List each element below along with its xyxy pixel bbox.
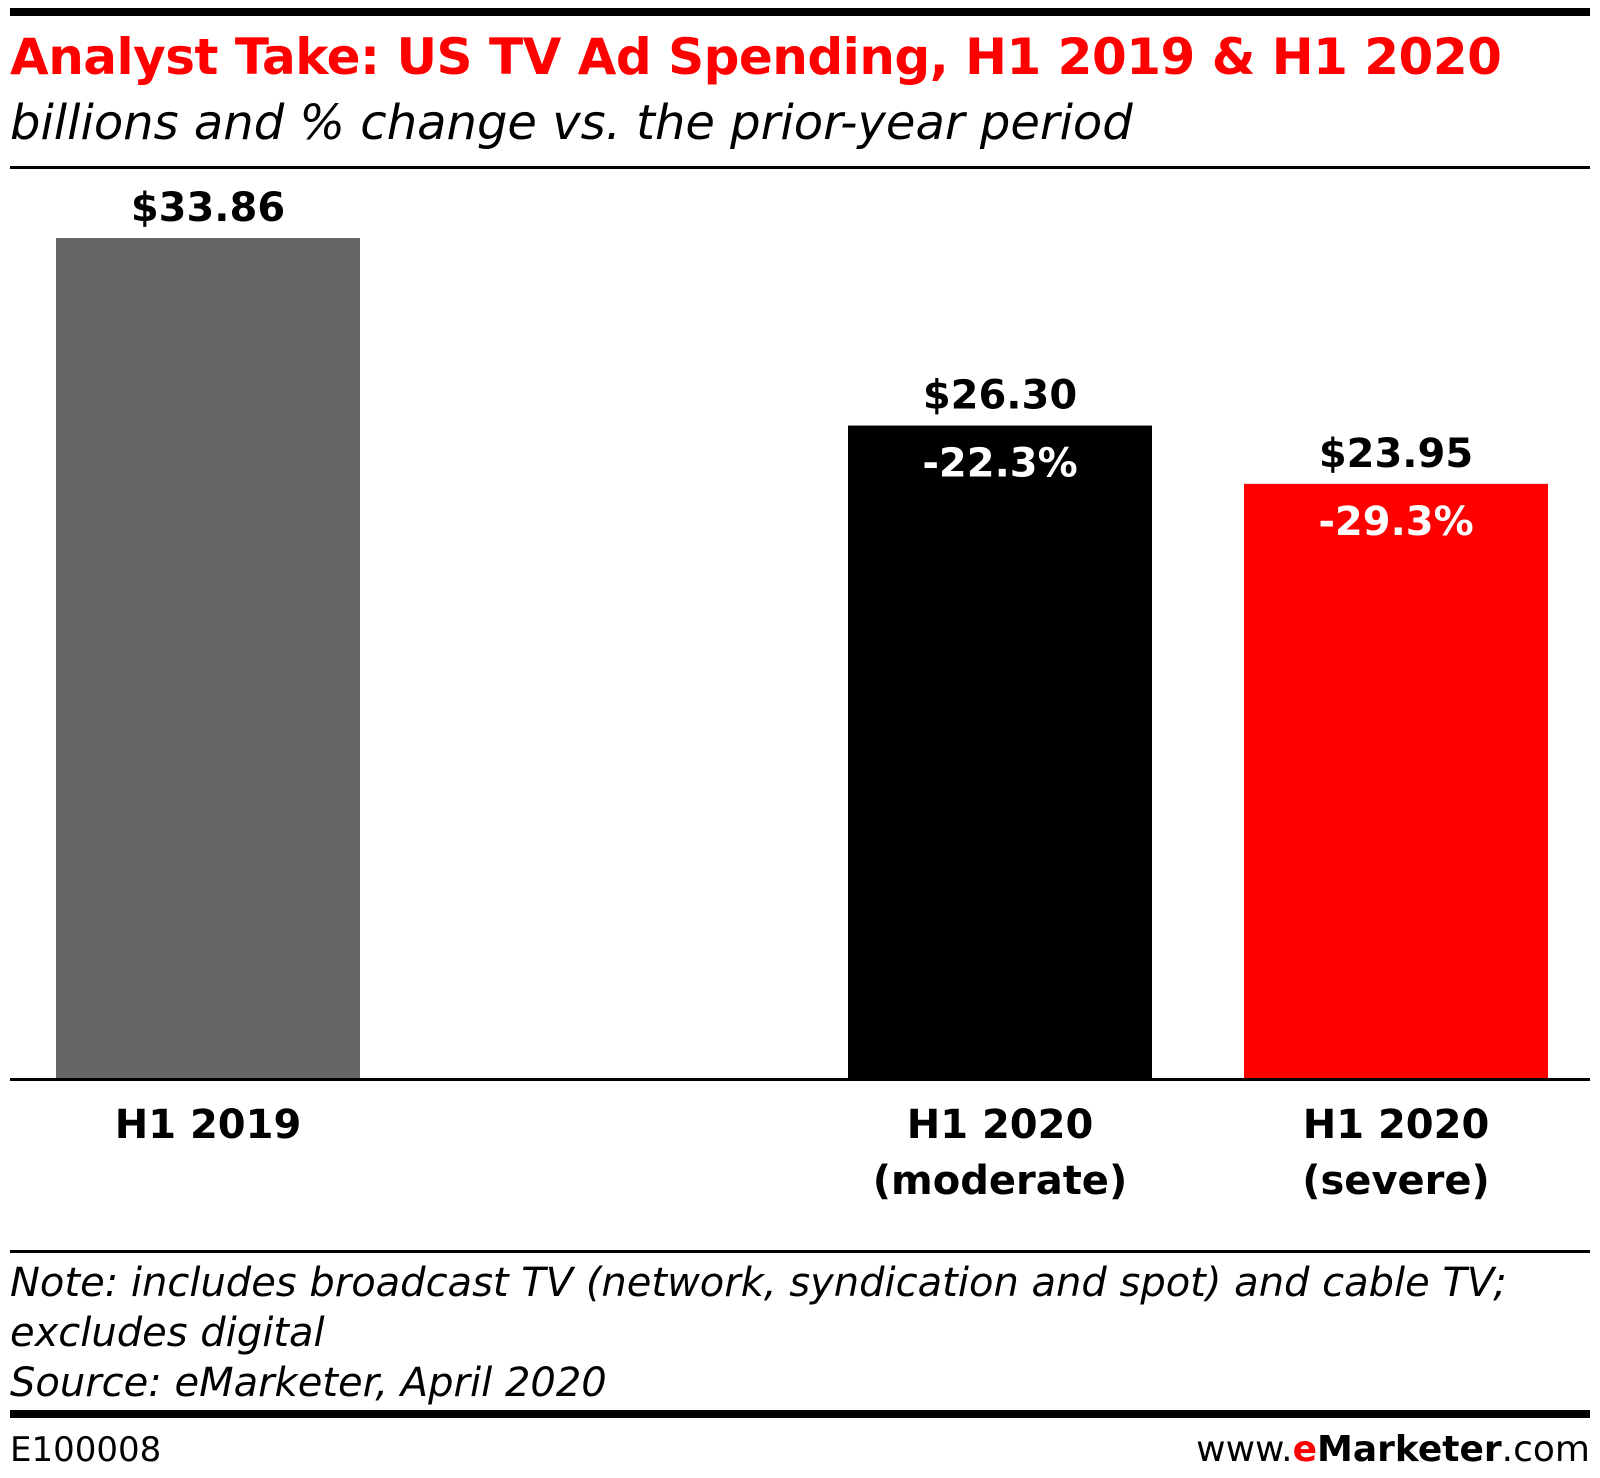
brand-name: Marketer	[1317, 1429, 1502, 1470]
site-link[interactable]: www.eMarketer.com	[1196, 1428, 1590, 1472]
category-sublabel-2: (moderate)	[873, 1158, 1127, 1204]
change-label-3: -29.3%	[1318, 499, 1473, 545]
value-label-2: $26.30	[923, 373, 1077, 419]
top-rule	[10, 8, 1590, 16]
change-label-2: -22.3%	[922, 441, 1077, 487]
category-sublabel-3: (severe)	[1302, 1158, 1490, 1204]
chart-id: E100008	[10, 1430, 162, 1470]
bar-2	[848, 425, 1152, 1079]
source-line: Source: eMarketer, April 2020	[10, 1360, 607, 1406]
bar-3	[1244, 483, 1548, 1078]
bar-1	[56, 238, 360, 1078]
notes-rule	[10, 1250, 1590, 1253]
subtitle-rule	[10, 166, 1590, 169]
note-line-2: excludes digital	[10, 1310, 325, 1356]
notes-block: Note: includes broadcast TV (network, sy…	[10, 1258, 1590, 1408]
category-label-1: H1 2019	[115, 1102, 302, 1148]
site-suffix: .com	[1501, 1429, 1590, 1470]
site-prefix: www.	[1196, 1429, 1293, 1470]
chart-subtitle: billions and % change vs. the prior-year…	[10, 95, 1133, 151]
value-label-1: $33.86	[131, 185, 285, 231]
value-label-3: $23.95	[1319, 431, 1473, 477]
brand-e: e	[1292, 1429, 1318, 1470]
category-label-2: H1 2020	[907, 1102, 1094, 1148]
footer-rule	[10, 1410, 1590, 1418]
chart-title: Analyst Take: US TV Ad Spending, H1 2019…	[10, 28, 1502, 86]
x-axis-line	[10, 1078, 1590, 1081]
category-label-3: H1 2020	[1303, 1102, 1490, 1148]
note-line-1: Note: includes broadcast TV (network, sy…	[10, 1260, 1507, 1306]
